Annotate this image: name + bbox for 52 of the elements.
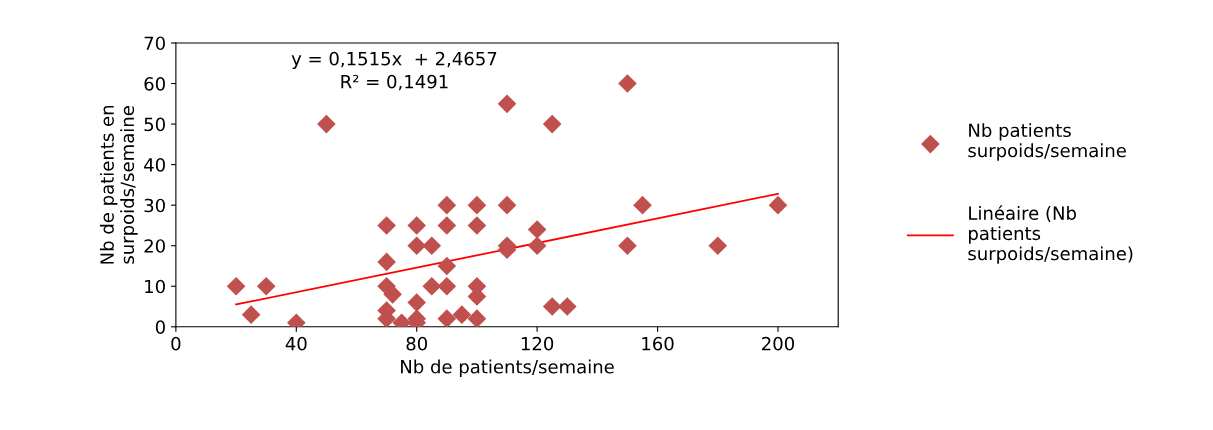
point: [542, 114, 562, 134]
x-tick-label: 120: [521, 336, 554, 351]
x-tick-label: 40: [285, 336, 307, 351]
x-tick-label: 200: [762, 336, 795, 351]
y-tick-label: 70: [144, 36, 165, 51]
point: [317, 114, 336, 134]
point: [708, 236, 728, 256]
x-tick-label: 160: [642, 336, 674, 351]
point: [407, 236, 427, 256]
x-axis-title: Nb de patients/semaine: [401, 359, 614, 378]
legend-label: Linéaire (Nb patients surpoids/semaine): [968, 205, 1133, 264]
y-tick-label: 40: [144, 158, 165, 172]
point: [618, 236, 637, 256]
x-tick-label: 0: [171, 336, 181, 351]
point: [467, 195, 487, 215]
point: [452, 305, 472, 324]
point: [768, 195, 788, 215]
point: [407, 216, 427, 235]
point: [497, 94, 517, 114]
point: [377, 252, 396, 272]
point: [437, 256, 457, 276]
point: [256, 276, 276, 296]
point: [618, 74, 637, 93]
point: [542, 297, 562, 316]
point: [527, 236, 547, 256]
legend-label: Nb patients surpoids/semaine: [968, 123, 1126, 161]
y-tick-label: 0: [155, 320, 165, 334]
point: [437, 195, 457, 215]
annotation: y = 0,1515x + 2,4657 R² = 0,1491: [291, 51, 497, 91]
y-axis-title: Nb de patients en surpoids/semaine: [99, 105, 138, 264]
point: [497, 195, 517, 215]
point: [437, 276, 457, 296]
point: [467, 216, 487, 235]
y-tick-label: 20: [144, 239, 165, 253]
point: [377, 216, 396, 235]
point: [557, 297, 577, 316]
point: [437, 216, 457, 235]
y-tick-label: 50: [144, 117, 165, 132]
point: [527, 220, 547, 239]
point: [241, 305, 261, 324]
point: [422, 236, 442, 256]
y-tick-label: 10: [145, 279, 165, 294]
x-tick-label: 80: [406, 336, 428, 351]
y-tick-label: 60: [144, 77, 165, 91]
point: [633, 195, 652, 215]
y-tick-label: 30: [144, 198, 165, 213]
point: [437, 309, 457, 327]
point: [422, 276, 442, 296]
point: [383, 285, 402, 304]
point: [407, 293, 427, 312]
point: [226, 276, 246, 296]
point: [467, 309, 487, 327]
